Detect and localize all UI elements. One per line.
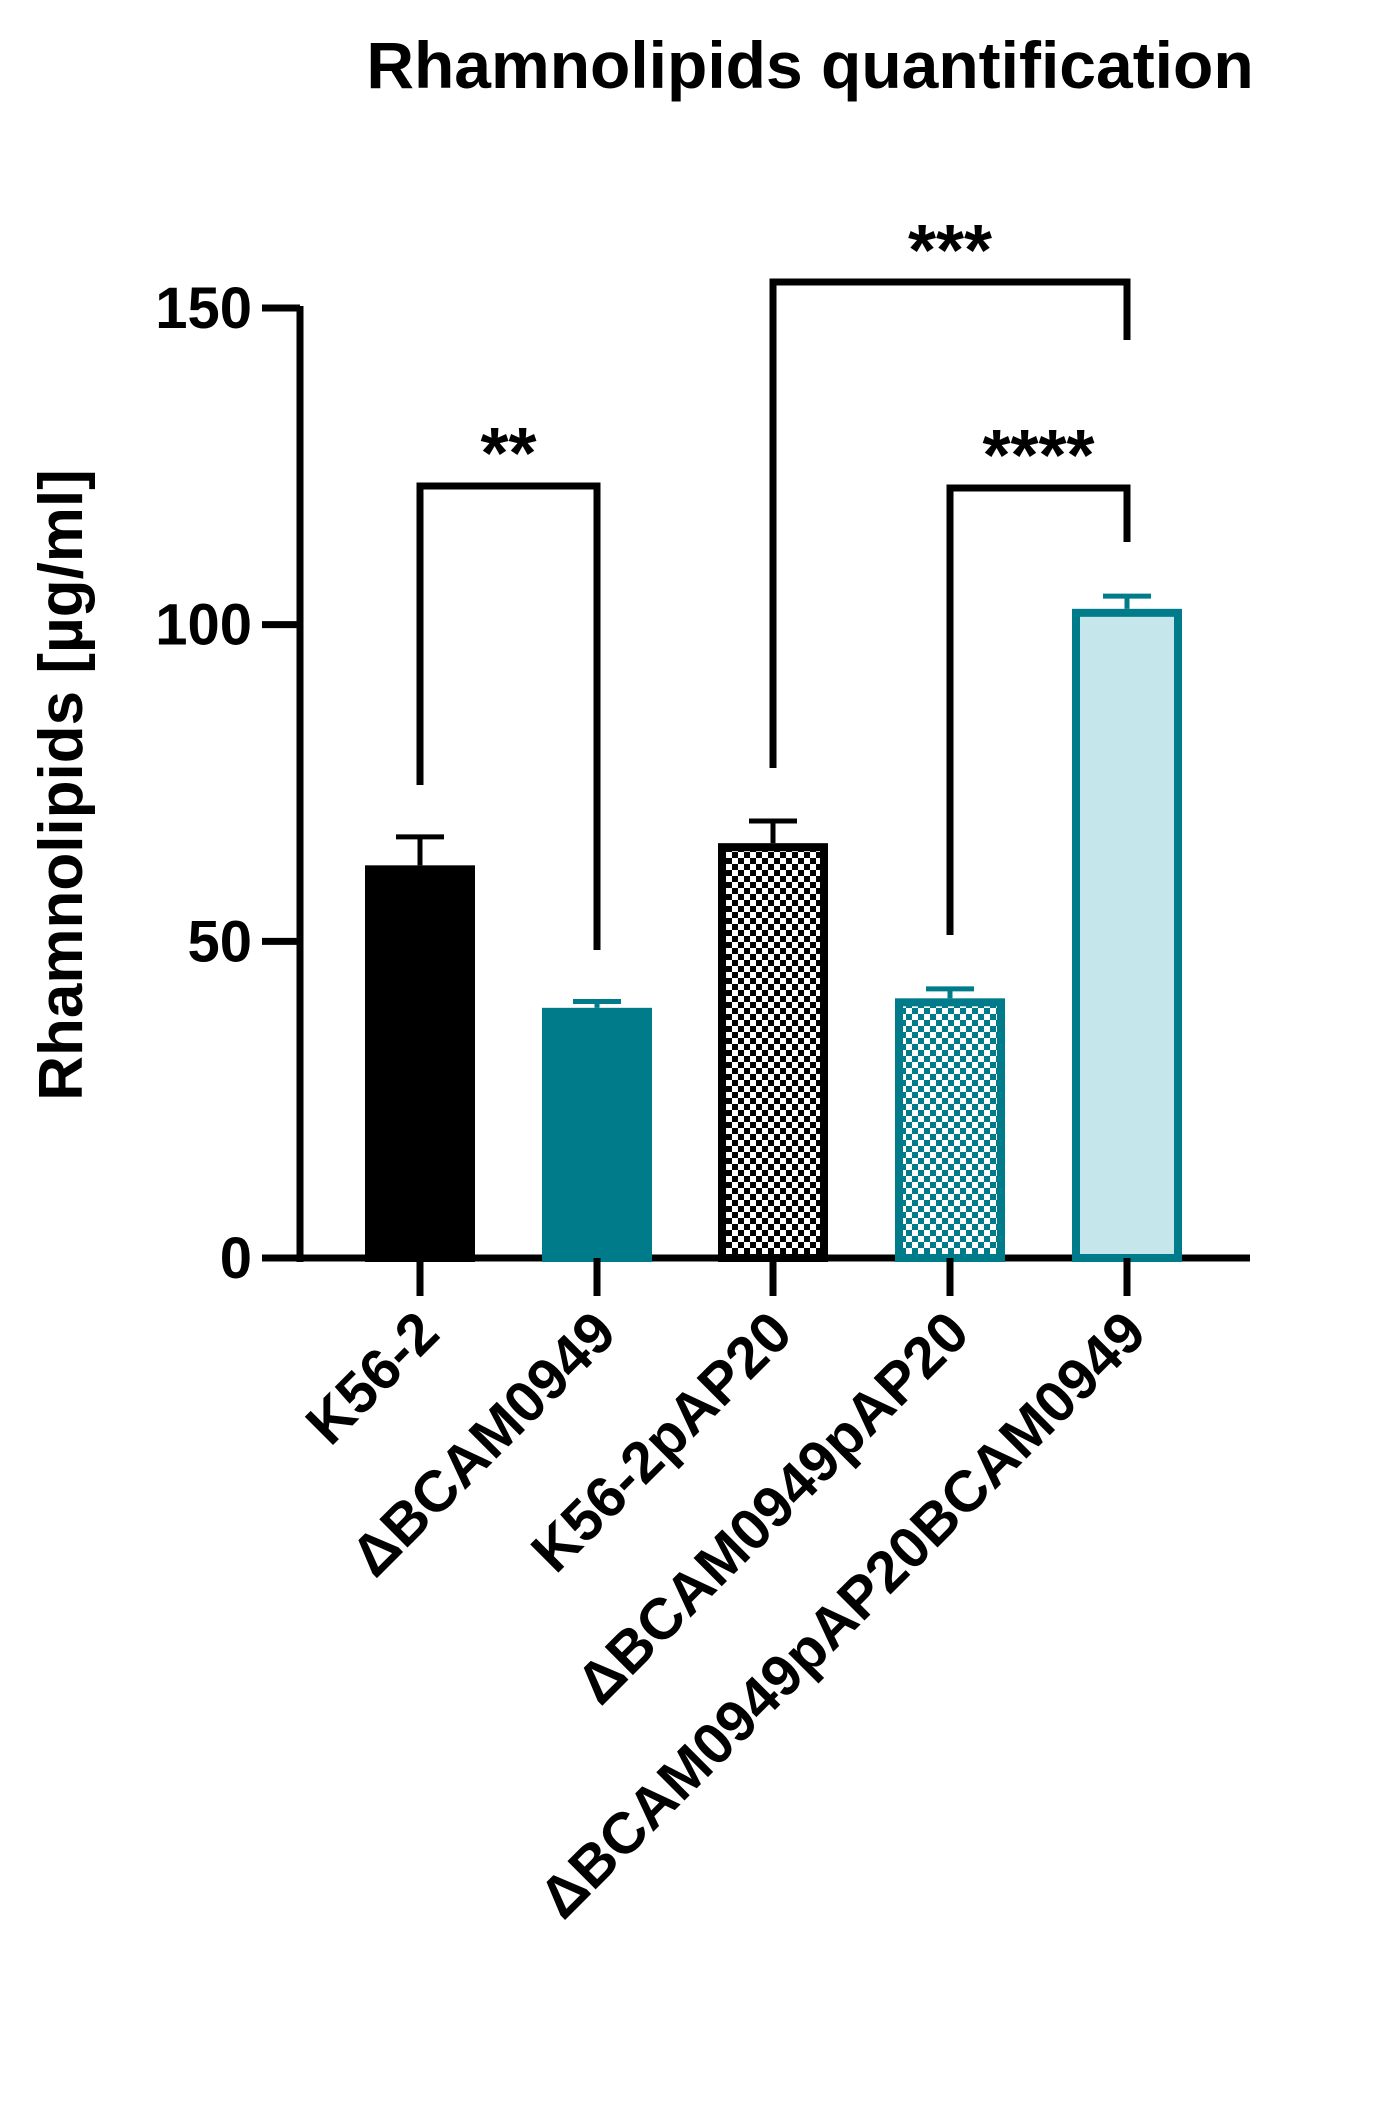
bar-3 bbox=[895, 998, 1005, 1262]
significance-bracket-2 bbox=[946, 484, 1131, 935]
y-tick-label-1: 50 bbox=[187, 909, 252, 974]
bar-4 bbox=[1072, 608, 1182, 1262]
y-tick-label-3: 150 bbox=[155, 276, 252, 341]
chart-title: Rhamnolipids quantification bbox=[366, 28, 1253, 102]
bar-0 bbox=[365, 865, 475, 1262]
significance-label-2: **** bbox=[982, 416, 1094, 496]
plot-area: 050100150K56-2ΔBCAM0949K56-2pAP20ΔBCAM09… bbox=[155, 211, 1250, 1931]
y-tick-label-0: 0 bbox=[220, 1226, 252, 1291]
y-axis-label: Rhamnolipids [µg/ml] bbox=[27, 469, 96, 1101]
significance-bracket-1 bbox=[769, 278, 1131, 768]
significance-bracket-0 bbox=[416, 482, 601, 950]
x-tick-label-0: K56-2 bbox=[294, 1299, 452, 1457]
significance-label-0: ** bbox=[480, 414, 536, 494]
bar-1 bbox=[542, 1007, 652, 1262]
y-tick-label-2: 100 bbox=[155, 593, 252, 658]
bar-2 bbox=[718, 843, 828, 1263]
significance-label-1: *** bbox=[908, 211, 992, 291]
